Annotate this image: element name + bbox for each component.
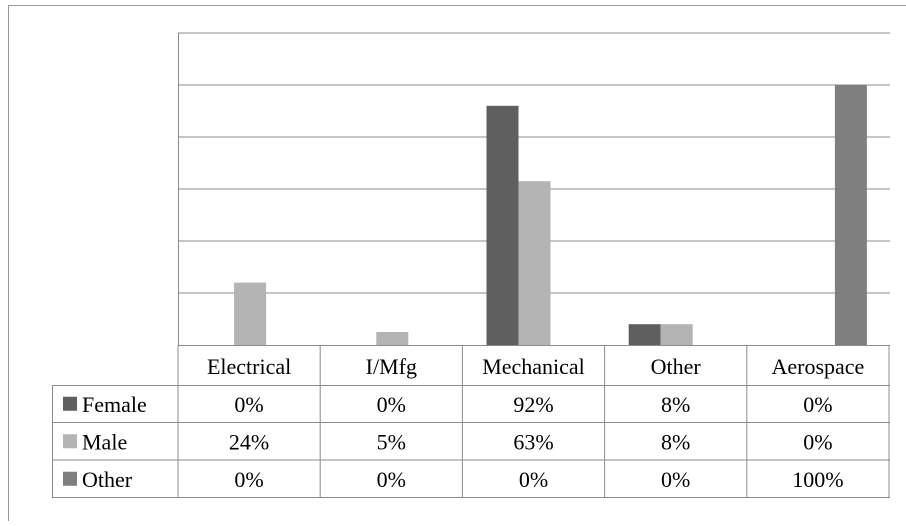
data-label: 63% — [513, 429, 553, 454]
bar-female-mechanical — [486, 105, 519, 345]
data-label: 0% — [234, 467, 263, 492]
data-label: 5% — [377, 429, 406, 454]
data-label: 100% — [792, 467, 843, 492]
bars — [234, 85, 867, 345]
data-table: Electrical I/Mfg Mechanical Other Aerospace F… — [52, 345, 890, 498]
bar-female-other — [628, 324, 661, 345]
legend-key-female — [63, 396, 77, 411]
category-label: Electrical — [207, 354, 291, 379]
data-label: 0% — [234, 392, 263, 417]
legend-label: Female — [82, 392, 147, 417]
data-label: 8% — [661, 429, 690, 454]
category-label: Mechanical — [482, 354, 585, 379]
bar-male-mechanical — [518, 181, 551, 345]
data-label: 0% — [803, 392, 832, 417]
data-label: 0% — [661, 467, 690, 492]
legend-key-male — [63, 434, 77, 449]
data-label: 0% — [377, 392, 406, 417]
category-label: Aerospace — [771, 354, 864, 379]
category-label: I/Mfg — [366, 354, 417, 379]
bar-male-electrical — [234, 282, 267, 345]
legend-key-other — [63, 471, 77, 486]
data-label: 0% — [803, 429, 832, 454]
data-label: 92% — [513, 392, 553, 417]
data-label: 24% — [229, 429, 269, 454]
data-label: 0% — [519, 467, 548, 492]
legend-label: Male — [82, 429, 127, 454]
data-label: 8% — [661, 392, 690, 417]
legend-label: Other — [82, 467, 133, 492]
data-label: 0% — [377, 467, 406, 492]
bar-male-other — [660, 324, 693, 345]
category-label: Other — [651, 354, 702, 379]
bar-male-i-mfg — [376, 332, 409, 345]
bar-other-aerospace — [834, 85, 867, 345]
